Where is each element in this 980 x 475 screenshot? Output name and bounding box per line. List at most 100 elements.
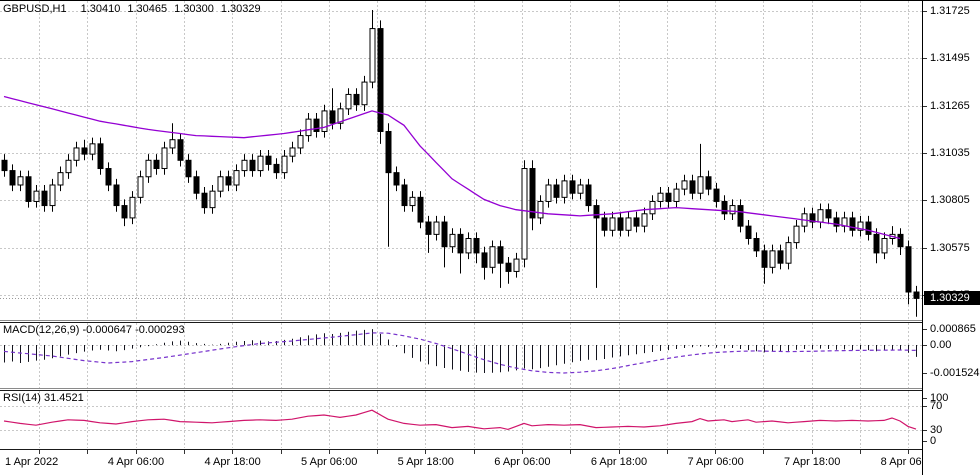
symbol-ohlc-title: GBPUSD,H1 1.30410 1.30465 1.30300 1.30329 [3, 3, 268, 16]
candle-body [513, 258, 520, 272]
candle-body [1, 159, 8, 172]
candle-body [257, 155, 264, 172]
candle-body [425, 221, 432, 235]
candle-body [161, 147, 168, 170]
time-tick [763, 450, 764, 454]
candle-body [201, 192, 208, 209]
candle-body [113, 184, 120, 207]
candle-body [289, 147, 296, 157]
close-value: 1.30329 [220, 3, 261, 15]
candle-body [849, 217, 856, 231]
time-axis-label: 5 Apr 18:00 [397, 456, 454, 468]
scale-tick [923, 441, 927, 442]
scale-label: 0.000865 [930, 323, 976, 335]
candle-body [65, 159, 72, 174]
candle-body [537, 200, 544, 219]
candle-body [585, 184, 592, 207]
candle-body [249, 159, 256, 172]
moving-average-line [3, 95, 901, 240]
candle-body [185, 159, 192, 178]
scale-tick [923, 11, 927, 12]
candle-body [817, 209, 824, 223]
rsi-canvas[interactable] [0, 391, 922, 448]
candle-body [905, 246, 912, 293]
scale-label: 0.00 [930, 339, 952, 351]
candle-body [617, 217, 624, 231]
candle-body [409, 196, 416, 207]
scale-label: 0 [930, 435, 937, 447]
candle-body [473, 238, 480, 254]
candle-body [657, 192, 664, 202]
time-axis-label: 7 Apr 18:00 [784, 456, 841, 468]
candle-body [25, 176, 32, 202]
candle-body [433, 221, 440, 235]
candle-body [401, 184, 408, 207]
candle-body [89, 143, 96, 155]
time-tick [908, 450, 909, 454]
candle-body [465, 238, 472, 254]
time-tick [184, 450, 185, 454]
candle-body [697, 176, 704, 194]
candle-body [217, 176, 224, 192]
candle-body [705, 176, 712, 190]
macd-label: MACD(12,26,9) -0.000647 -0.000293 [3, 324, 185, 336]
time-tick [425, 450, 426, 454]
scale-label: 30 [930, 424, 943, 436]
price-scale[interactable]: 1.30329 1.31725 1.31495 1.31265 1.31035 1.30… [922, 1, 980, 475]
candle-body [785, 242, 792, 264]
candle-body [137, 176, 144, 198]
scale-tick [923, 406, 927, 407]
candle-body [713, 188, 720, 202]
candle-body [169, 139, 176, 149]
current-price-badge: 1.30329 [924, 291, 980, 305]
candle-body [545, 184, 552, 202]
candle-body [745, 225, 752, 240]
candle-body [273, 163, 280, 174]
candle-body [9, 170, 16, 186]
scale-tick [923, 200, 927, 201]
candle-body [33, 190, 40, 202]
candle-body [49, 184, 56, 207]
candle-body [329, 110, 336, 124]
candle-body [105, 168, 112, 186]
time-tick [136, 450, 137, 454]
candle-body [97, 143, 104, 170]
panel-separator[interactable] [0, 388, 980, 391]
candle-body [769, 250, 776, 268]
candle-body [897, 233, 904, 248]
scale-tick [923, 430, 927, 431]
candle-body [177, 139, 184, 161]
candle-body [777, 250, 784, 264]
scale-tick [923, 106, 927, 107]
candle-body [561, 180, 568, 198]
candle-body [489, 246, 496, 268]
candle-body [913, 291, 920, 299]
candle-body [761, 250, 768, 268]
scale-label: 1.31035 [930, 147, 970, 159]
macd-canvas[interactable] [0, 323, 922, 388]
candle-body [361, 81, 368, 106]
panel-separator[interactable] [0, 320, 980, 323]
time-axis[interactable]: 1 Apr 2022 4 Apr 06:00 4 Apr 18:00 5 Apr 06… [0, 449, 980, 475]
candle-body [153, 159, 160, 170]
candle-body [593, 205, 600, 219]
scale-label: 1.31265 [930, 100, 970, 112]
candle-body [321, 110, 328, 132]
candle-body [689, 180, 696, 194]
price-chart-canvas[interactable] [0, 1, 922, 320]
candle-body [209, 190, 216, 209]
scale-label: -0.001524 [930, 367, 980, 379]
candle-body [521, 168, 528, 260]
candle-body [385, 130, 392, 174]
candle-body [57, 172, 64, 186]
candle-body [505, 262, 512, 272]
candle-body [417, 196, 424, 223]
candle-body [265, 155, 272, 165]
candle-body [753, 238, 760, 252]
candle-body [17, 176, 24, 186]
candle-body [81, 147, 88, 155]
time-axis-label: 7 Apr 06:00 [687, 456, 744, 468]
time-tick [281, 450, 282, 454]
scale-tick [923, 248, 927, 249]
scale-tick [923, 398, 927, 399]
